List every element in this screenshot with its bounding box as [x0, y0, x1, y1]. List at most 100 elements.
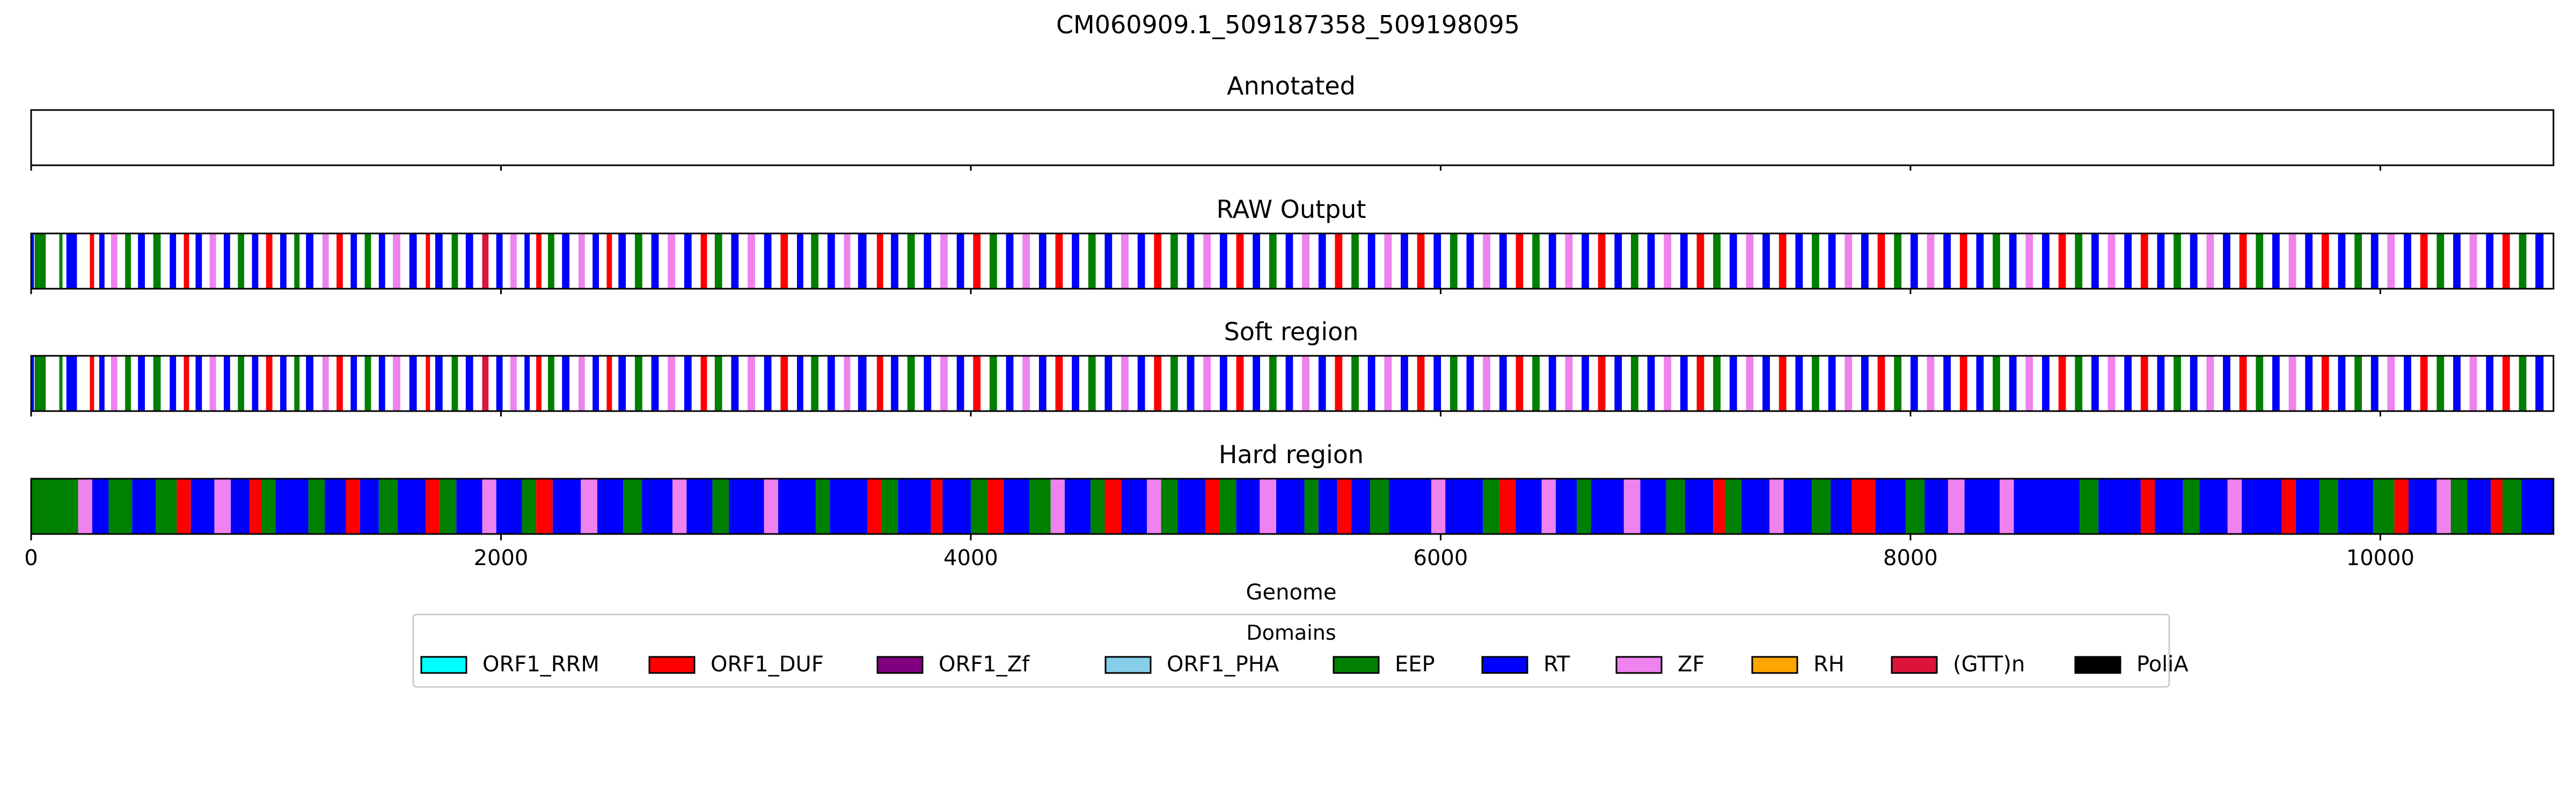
segment-rt	[92, 479, 109, 534]
segment-rt	[306, 233, 313, 289]
segment-rt	[1861, 356, 1869, 411]
segment-zf	[510, 356, 517, 411]
segment-rt	[778, 479, 816, 534]
segment-orf1-duf	[1516, 356, 1524, 411]
segment-rt	[764, 233, 772, 289]
segment-rt	[562, 356, 570, 411]
segment-rt	[1499, 356, 1507, 411]
segment-rt	[2370, 233, 2379, 289]
segment-zf	[2025, 233, 2033, 289]
legend-swatch	[1481, 656, 1528, 674]
segment-orf1-duf	[973, 356, 981, 411]
segment-rt	[1006, 233, 1014, 289]
segment-zf	[1203, 356, 1211, 411]
segment-rt	[2535, 356, 2544, 411]
segment-eep	[1351, 356, 1359, 411]
segment-rt	[1910, 233, 1918, 289]
segment-eep	[451, 233, 458, 289]
segment-eep	[522, 479, 537, 534]
segment-rt	[1516, 479, 1542, 534]
segment-rt	[2535, 233, 2544, 289]
segment-zf	[2387, 356, 2395, 411]
segment-eep	[989, 233, 997, 289]
segment-rt	[592, 356, 599, 411]
segment-rt	[2042, 233, 2050, 289]
segment-zf	[1050, 479, 1065, 534]
segment-rt	[2486, 356, 2494, 411]
segment-rt	[684, 233, 692, 289]
track-frame	[30, 232, 2555, 290]
segment-eep	[1993, 356, 2000, 411]
segment-rt	[2295, 479, 2319, 534]
segment-rt	[731, 233, 739, 289]
segment-rt	[378, 233, 385, 289]
x-tick-label: 6000	[1414, 546, 1468, 570]
legend-entries: ORF1_RRM ORF1_DUF ORF1_Zf ORF1_PHA EEP RT ZF RH…	[420, 652, 2189, 677]
segment-eep	[59, 356, 63, 411]
segment-eep	[1906, 479, 1925, 534]
segment-eep	[1170, 356, 1178, 411]
segment-orf1-duf	[1877, 356, 1885, 411]
segment-rt	[1831, 479, 1852, 534]
segment-rt	[378, 356, 385, 411]
segment-eep	[2450, 479, 2468, 534]
segment-rt	[956, 356, 964, 411]
segment-rt	[1795, 233, 1803, 289]
segment-zf	[1565, 356, 1573, 411]
segment-eep	[2319, 479, 2338, 534]
legend-swatch	[1891, 656, 1938, 674]
segment-rt	[435, 233, 443, 289]
segment-orf1-duf	[1713, 479, 1725, 534]
segment-rt	[891, 356, 898, 411]
segment-rt	[1219, 233, 1227, 289]
segment-rt	[2453, 356, 2461, 411]
segment-orf1-duf	[2140, 479, 2155, 534]
segment-rt	[524, 233, 530, 289]
segment-rt	[2404, 233, 2411, 289]
segment-eep	[1577, 479, 1591, 534]
segment-rt	[132, 479, 156, 534]
segment-eep	[714, 356, 722, 411]
segment-rt	[138, 356, 145, 411]
segment-zf	[1121, 356, 1129, 411]
segment-rt	[1351, 479, 1371, 534]
legend-entry-eep: EEP	[1333, 652, 1435, 677]
segment-zf	[578, 233, 585, 289]
segment-orf1-duf	[1337, 479, 1352, 534]
segment-rt	[797, 233, 803, 289]
segment-eep	[1304, 479, 1319, 534]
segment-rt	[1783, 479, 1812, 534]
segment-rt	[280, 356, 287, 411]
legend-swatch	[2074, 656, 2121, 674]
segment-rt	[1401, 356, 1408, 411]
segment-rt	[31, 356, 34, 411]
segment-rt	[1401, 233, 1408, 289]
segment-eep	[2256, 233, 2264, 289]
segment-rt	[1582, 356, 1589, 411]
legend-label: (GTT)n	[1953, 652, 2025, 677]
segment-eep	[907, 356, 915, 411]
x-axis-label: Genome	[1246, 580, 1336, 605]
track-title: Annotated	[1227, 71, 1356, 100]
segment-rt	[891, 233, 898, 289]
track-1: RAW Output	[30, 195, 2555, 294]
segment-rt	[1236, 479, 1260, 534]
segment-rt	[465, 356, 473, 411]
legend-entry-orf1-rrm: ORF1_RRM	[420, 652, 599, 677]
legend-label: RT	[1543, 652, 1570, 677]
segment-rt	[1389, 479, 1431, 534]
segment-eep	[1091, 479, 1105, 534]
segment-zf	[2469, 356, 2477, 411]
segment-rt	[2272, 233, 2280, 289]
segment-orf1-duf	[184, 356, 189, 411]
segment-eep	[261, 479, 276, 534]
legend-frame	[412, 613, 2170, 688]
segment-rt	[898, 479, 931, 534]
segment-eep	[2354, 356, 2362, 411]
x-tick-label: 10000	[2346, 546, 2414, 570]
track-title: Hard region	[1219, 440, 1364, 469]
segment-rt	[729, 479, 764, 534]
segment-rt	[1367, 233, 1375, 289]
segment-rt	[1038, 233, 1046, 289]
segment-rt	[1318, 233, 1326, 289]
